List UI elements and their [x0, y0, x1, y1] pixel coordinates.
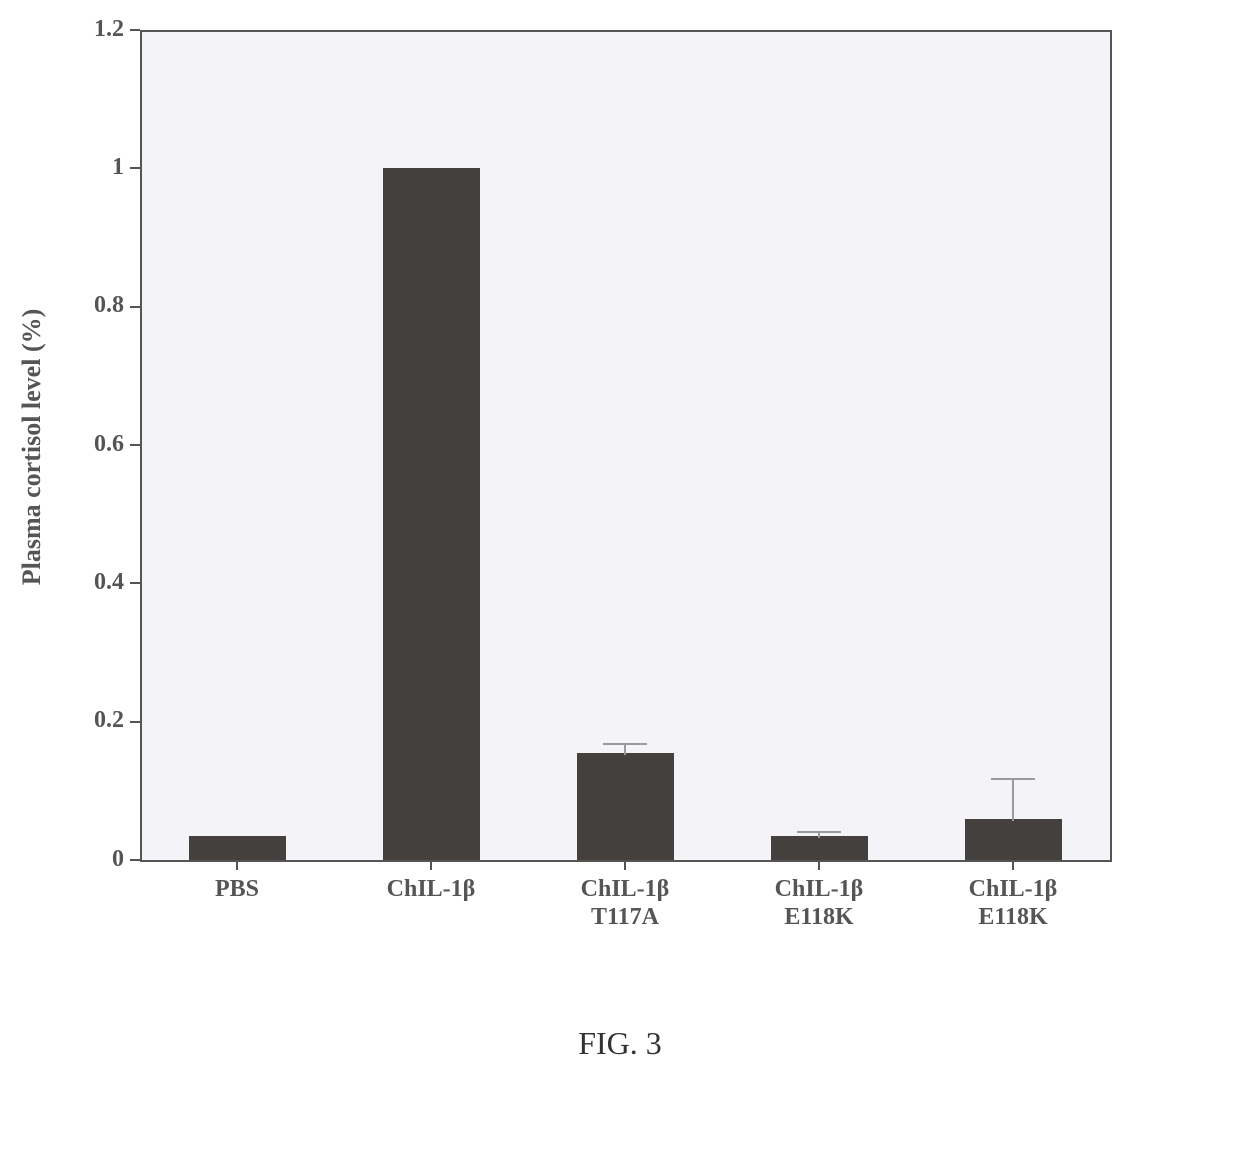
bar [965, 819, 1062, 861]
x-tick [624, 860, 626, 870]
error-bar-cap [991, 778, 1035, 780]
error-bar-cap [797, 831, 841, 833]
x-tick-label: ChIL-1βE118K [916, 876, 1110, 931]
y-tick [130, 29, 140, 31]
x-tick-label-line: T117A [528, 904, 722, 932]
y-tick [130, 306, 140, 308]
chart-plot-area [140, 30, 1112, 862]
y-tick-label: 1 [64, 154, 124, 181]
bar [189, 836, 286, 860]
y-tick-label: 0.6 [64, 431, 124, 458]
x-tick-label-line: ChIL-1β [722, 876, 916, 904]
x-tick-label: ChIL-1βE118K [722, 876, 916, 931]
y-axis-label: Plasma cortisol level (%) [17, 247, 47, 647]
x-tick-label: ChIL-1βT117A [528, 876, 722, 931]
x-tick-label-line: ChIL-1β [916, 876, 1110, 904]
bar [771, 836, 868, 860]
x-tick-label-line: ChIL-1β [528, 876, 722, 904]
error-bar-cap [603, 743, 647, 745]
y-tick [130, 167, 140, 169]
y-tick [130, 582, 140, 584]
y-tick [130, 444, 140, 446]
y-tick [130, 859, 140, 861]
x-tick [818, 860, 820, 870]
y-tick-label: 0 [64, 846, 124, 873]
bar [383, 168, 480, 860]
x-tick-label: PBS [140, 876, 334, 904]
y-tick-label: 0.8 [64, 292, 124, 319]
figure-caption: FIG. 3 [0, 1025, 1240, 1062]
x-tick [430, 860, 432, 870]
x-tick-label: ChIL-1β [334, 876, 528, 904]
x-tick-label-line: E118K [722, 904, 916, 932]
x-tick [236, 860, 238, 870]
x-tick-label-line: E118K [916, 904, 1110, 932]
error-bar [624, 744, 626, 754]
x-tick-label-line: ChIL-1β [334, 876, 528, 904]
figure-container: Plasma cortisol level (%) FIG. 3 0 0.2 0.4… [0, 0, 1240, 1176]
y-axis-line [140, 32, 142, 862]
y-tick-label: 0.4 [64, 569, 124, 596]
y-tick-label: 1.2 [64, 16, 124, 43]
x-tick-label-line: PBS [140, 876, 334, 904]
error-bar [1012, 779, 1014, 821]
bar [577, 753, 674, 860]
y-tick-label: 0.2 [64, 707, 124, 734]
x-tick [1012, 860, 1014, 870]
y-tick [130, 721, 140, 723]
